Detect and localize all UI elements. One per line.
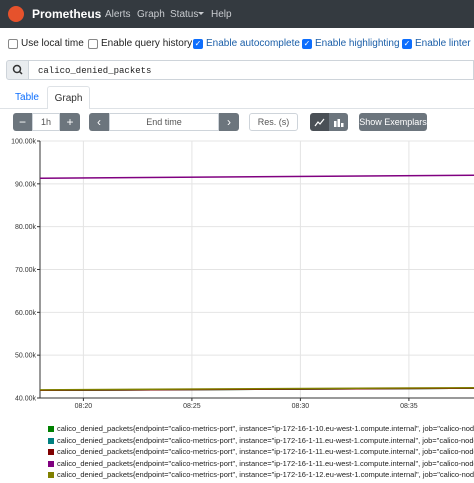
range-input[interactable]: 1h: [32, 113, 60, 131]
chart: 40.00k 50.00k 60.00k 70.00k 80.00k 90.00k 100.…: [11, 139, 474, 408]
legend-swatch: [48, 472, 54, 478]
y-tick-label: 90.00k: [15, 181, 37, 188]
logo[interactable]: [8, 6, 24, 22]
tab[interactable]: Graph: [47, 86, 90, 109]
brand[interactable]: Prometheus: [32, 7, 102, 21]
checkbox[interactable]: ✓: [302, 39, 312, 49]
search-icon: [6, 60, 29, 80]
legend-swatch: [48, 449, 54, 455]
dropdown-caret: [198, 12, 204, 15]
legend-label: calico_denied_packets{endpoint="calico-m…: [57, 458, 474, 468]
plus-button[interactable]: +: [60, 113, 80, 131]
legend-label: calico_denied_packets{endpoint="calico-m…: [57, 435, 474, 445]
x-tick-label: 08:35: [400, 403, 418, 408]
y-tick-label: 100.00k: [11, 139, 36, 146]
option-label[interactable]: Enable autocomplete: [206, 38, 300, 49]
legend-swatch: [48, 437, 54, 444]
series-line: [39, 386, 474, 391]
resolution-input[interactable]: Res. (s): [249, 113, 298, 131]
magnifier: [12, 64, 23, 75]
legend-label: calico_denied_packets{endpoint="calico-m…: [57, 470, 474, 479]
tab-line: [0, 108, 474, 109]
end-time-input[interactable]: End time: [109, 113, 219, 131]
line-chart-button[interactable]: [310, 113, 329, 131]
series-line: [39, 174, 474, 180]
y-tick-label: 70.00k: [15, 267, 37, 274]
tab[interactable]: Table: [15, 92, 39, 103]
nav-link[interactable]: Help: [211, 9, 232, 20]
query-input[interactable]: calico_denied_packets: [28, 60, 474, 80]
checkbox[interactable]: [8, 39, 18, 49]
exemplars-button[interactable]: Show Exemplars: [359, 113, 427, 131]
legend-label: calico_denied_packets{endpoint="calico-m…: [57, 424, 474, 433]
option-label[interactable]: Enable highlighting: [315, 38, 400, 49]
checkbox[interactable]: ✓: [402, 39, 412, 49]
navbar: [0, 0, 474, 28]
y-tick-label: 80.00k: [15, 224, 37, 231]
checkbox[interactable]: ✓: [193, 39, 203, 49]
y-tick-label: 50.00k: [15, 353, 37, 360]
option-label[interactable]: Enable query history: [101, 38, 193, 49]
stacked-chart-button[interactable]: [329, 113, 348, 131]
nav-link[interactable]: Graph: [137, 9, 165, 20]
x-tick-label: 08:20: [75, 403, 93, 408]
checkbox[interactable]: [88, 39, 98, 49]
next-button[interactable]: ›: [219, 113, 239, 131]
minus-button[interactable]: −: [13, 113, 32, 131]
line-icon: [314, 118, 325, 126]
x-tick-label: 08:25: [183, 403, 201, 408]
legend-swatch: [48, 460, 54, 467]
nav-link[interactable]: Status: [170, 9, 199, 20]
option-label[interactable]: Use local time: [21, 38, 84, 49]
bar-icon: [334, 118, 344, 127]
prev-button[interactable]: ‹: [89, 113, 109, 131]
x-tick-label: 08:30: [292, 403, 310, 408]
legend-swatch: [48, 426, 54, 432]
y-tick-label: 60.00k: [15, 310, 37, 317]
y-tick-label: 40.00k: [15, 396, 37, 403]
nav-link[interactable]: Alerts: [105, 9, 131, 20]
option-label[interactable]: Enable linter: [415, 38, 471, 49]
legend-label: calico_denied_packets{endpoint="calico-m…: [57, 447, 474, 456]
